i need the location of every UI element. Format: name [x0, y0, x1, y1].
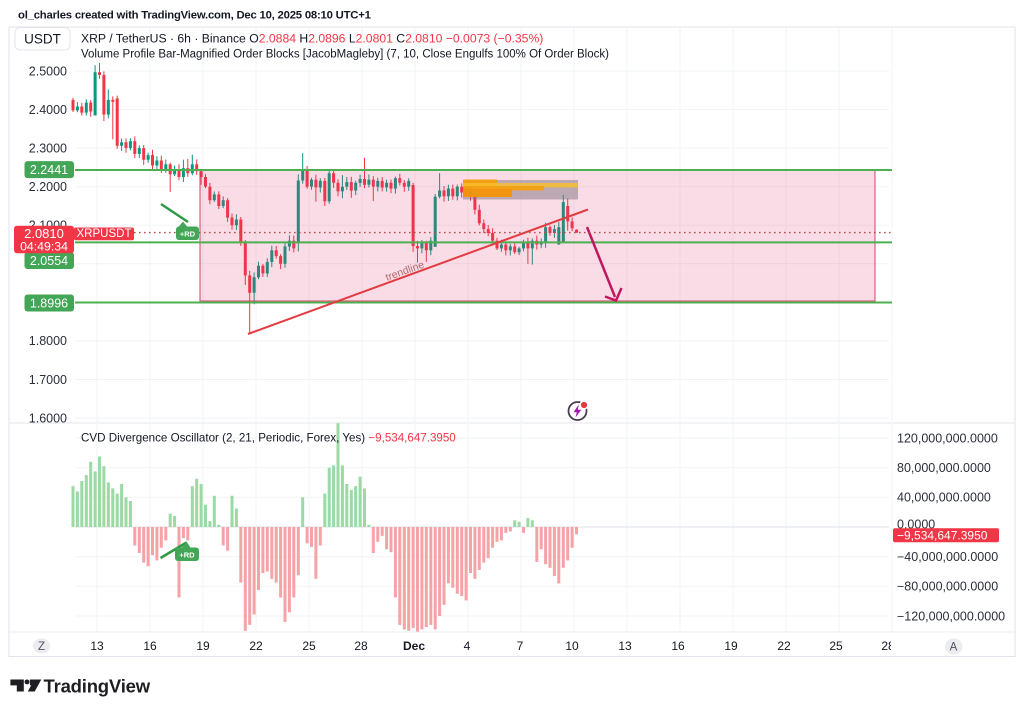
svg-text:40,000,000.0000: 40,000,000.0000 — [897, 491, 991, 505]
svg-text:25: 25 — [829, 639, 843, 653]
svg-text:2.5000: 2.5000 — [29, 64, 67, 78]
svg-text:16: 16 — [143, 639, 157, 653]
svg-text:−9,534,647.3950: −9,534,647.3950 — [897, 528, 988, 542]
svg-text:7: 7 — [517, 639, 524, 653]
svg-text:2.2000: 2.2000 — [29, 180, 67, 194]
svg-text:2.3000: 2.3000 — [29, 141, 67, 155]
svg-text:Z: Z — [38, 641, 45, 653]
svg-text:2.0554: 2.0554 — [30, 254, 68, 268]
svg-text:2.2441: 2.2441 — [30, 163, 68, 177]
svg-text:22: 22 — [777, 639, 791, 653]
svg-text:Dec: Dec — [403, 639, 425, 653]
svg-text:Volume Profile Bar-Magnified O: Volume Profile Bar-Magnified Order Block… — [81, 49, 609, 61]
svg-text:19: 19 — [196, 639, 210, 653]
svg-text:22: 22 — [249, 639, 263, 653]
svg-text:120,000,000.0000: 120,000,000.0000 — [897, 431, 998, 445]
svg-text:80,000,000.0000: 80,000,000.0000 — [897, 461, 991, 475]
svg-text:13: 13 — [618, 639, 632, 653]
svg-text:25: 25 — [302, 639, 316, 653]
svg-text:13: 13 — [90, 639, 104, 653]
svg-text:A: A — [950, 642, 958, 654]
svg-text:CVD Divergence Oscillator (2,: CVD Divergence Oscillator (2, 21, Period… — [81, 432, 456, 445]
svg-text:ol_charles created with Tradin: ol_charles created with TradingView.com,… — [18, 10, 371, 22]
svg-text:XRP / TetherUS · 6h · Binance: XRP / TetherUS · 6h · Binance O2.0884 H2… — [81, 32, 543, 46]
svg-text:28: 28 — [354, 639, 368, 653]
svg-text:USDT: USDT — [24, 32, 61, 47]
svg-text:−120,000,000.0000: −120,000,000.0000 — [897, 609, 1005, 623]
svg-text:1.8000: 1.8000 — [29, 334, 67, 348]
svg-text:2.4000: 2.4000 — [29, 103, 67, 117]
svg-text:16: 16 — [671, 639, 685, 653]
svg-text:0.0000: 0.0000 — [897, 518, 935, 532]
svg-text:TradingView: TradingView — [44, 676, 151, 697]
svg-text:19: 19 — [724, 639, 738, 653]
svg-text:10: 10 — [565, 639, 579, 653]
svg-text:4: 4 — [464, 639, 471, 653]
svg-text:1.7000: 1.7000 — [29, 373, 67, 387]
svg-text:+RD: +RD — [179, 550, 195, 559]
svg-text:XRPUSDT: XRPUSDT — [77, 228, 132, 240]
svg-text:1.6000: 1.6000 — [29, 411, 67, 425]
svg-text:2.0810: 2.0810 — [24, 226, 64, 241]
svg-text:1.8996: 1.8996 — [30, 296, 68, 310]
svg-text:+RD: +RD — [180, 229, 196, 238]
svg-text:04:49:34: 04:49:34 — [20, 239, 68, 253]
svg-text:−80,000,000.0000: −80,000,000.0000 — [897, 580, 998, 594]
svg-text:−40,000,000.0000: −40,000,000.0000 — [897, 550, 998, 564]
